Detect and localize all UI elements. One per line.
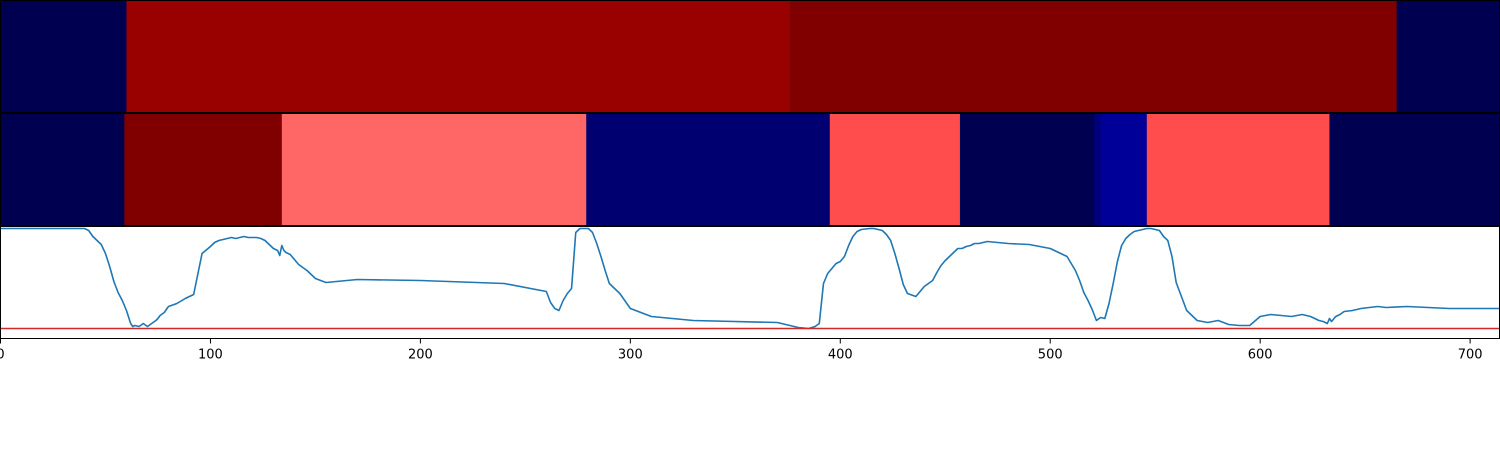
segmentation-row-2 [0, 113, 1500, 226]
segmentation-row-1-segment-3 [1396, 0, 1500, 113]
segmentation-row-2-segment-4 [829, 113, 961, 226]
score-line-panel [0, 226, 1500, 338]
segmentation-row-2-segment-2 [281, 113, 587, 226]
segmentation-row-1-segment-1 [126, 0, 791, 113]
segmentation-row-2-segment-3 [586, 113, 831, 226]
segmentation-row-2-segment-8 [1146, 113, 1330, 226]
segmentation-row-2-segment-1 [124, 113, 283, 226]
segmentation-row-2-segment-7 [1100, 113, 1148, 226]
segmentation-row-2-segment-0 [0, 113, 125, 226]
x-tick-label-300: 300 [618, 348, 643, 363]
x-tick-label-700: 700 [1458, 348, 1483, 363]
x-tick-label-600: 600 [1248, 348, 1273, 363]
segmentation-row-1-segment-0 [0, 0, 127, 113]
segmentation-row-2-segment-6 [1094, 113, 1102, 226]
line-panel-background [0, 226, 1500, 338]
segmentation-row-1 [0, 0, 1500, 113]
x-tick-label-200: 200 [408, 348, 433, 363]
segmentation-row-2-segment-5 [959, 113, 1095, 226]
series-line-score [0, 227, 1500, 330]
segmentation-row-1-segment-2 [789, 0, 1398, 113]
x-tick-label-100: 100 [198, 348, 223, 363]
segmentation-row-2-segment-9 [1329, 113, 1500, 226]
x-axis: 0 100 200 300 400 500 600 700 [0, 338, 1483, 363]
x-tick-label-0: 0 [0, 348, 5, 363]
x-tick-label-500: 500 [1038, 348, 1063, 363]
x-tick-label-400: 400 [828, 348, 853, 363]
